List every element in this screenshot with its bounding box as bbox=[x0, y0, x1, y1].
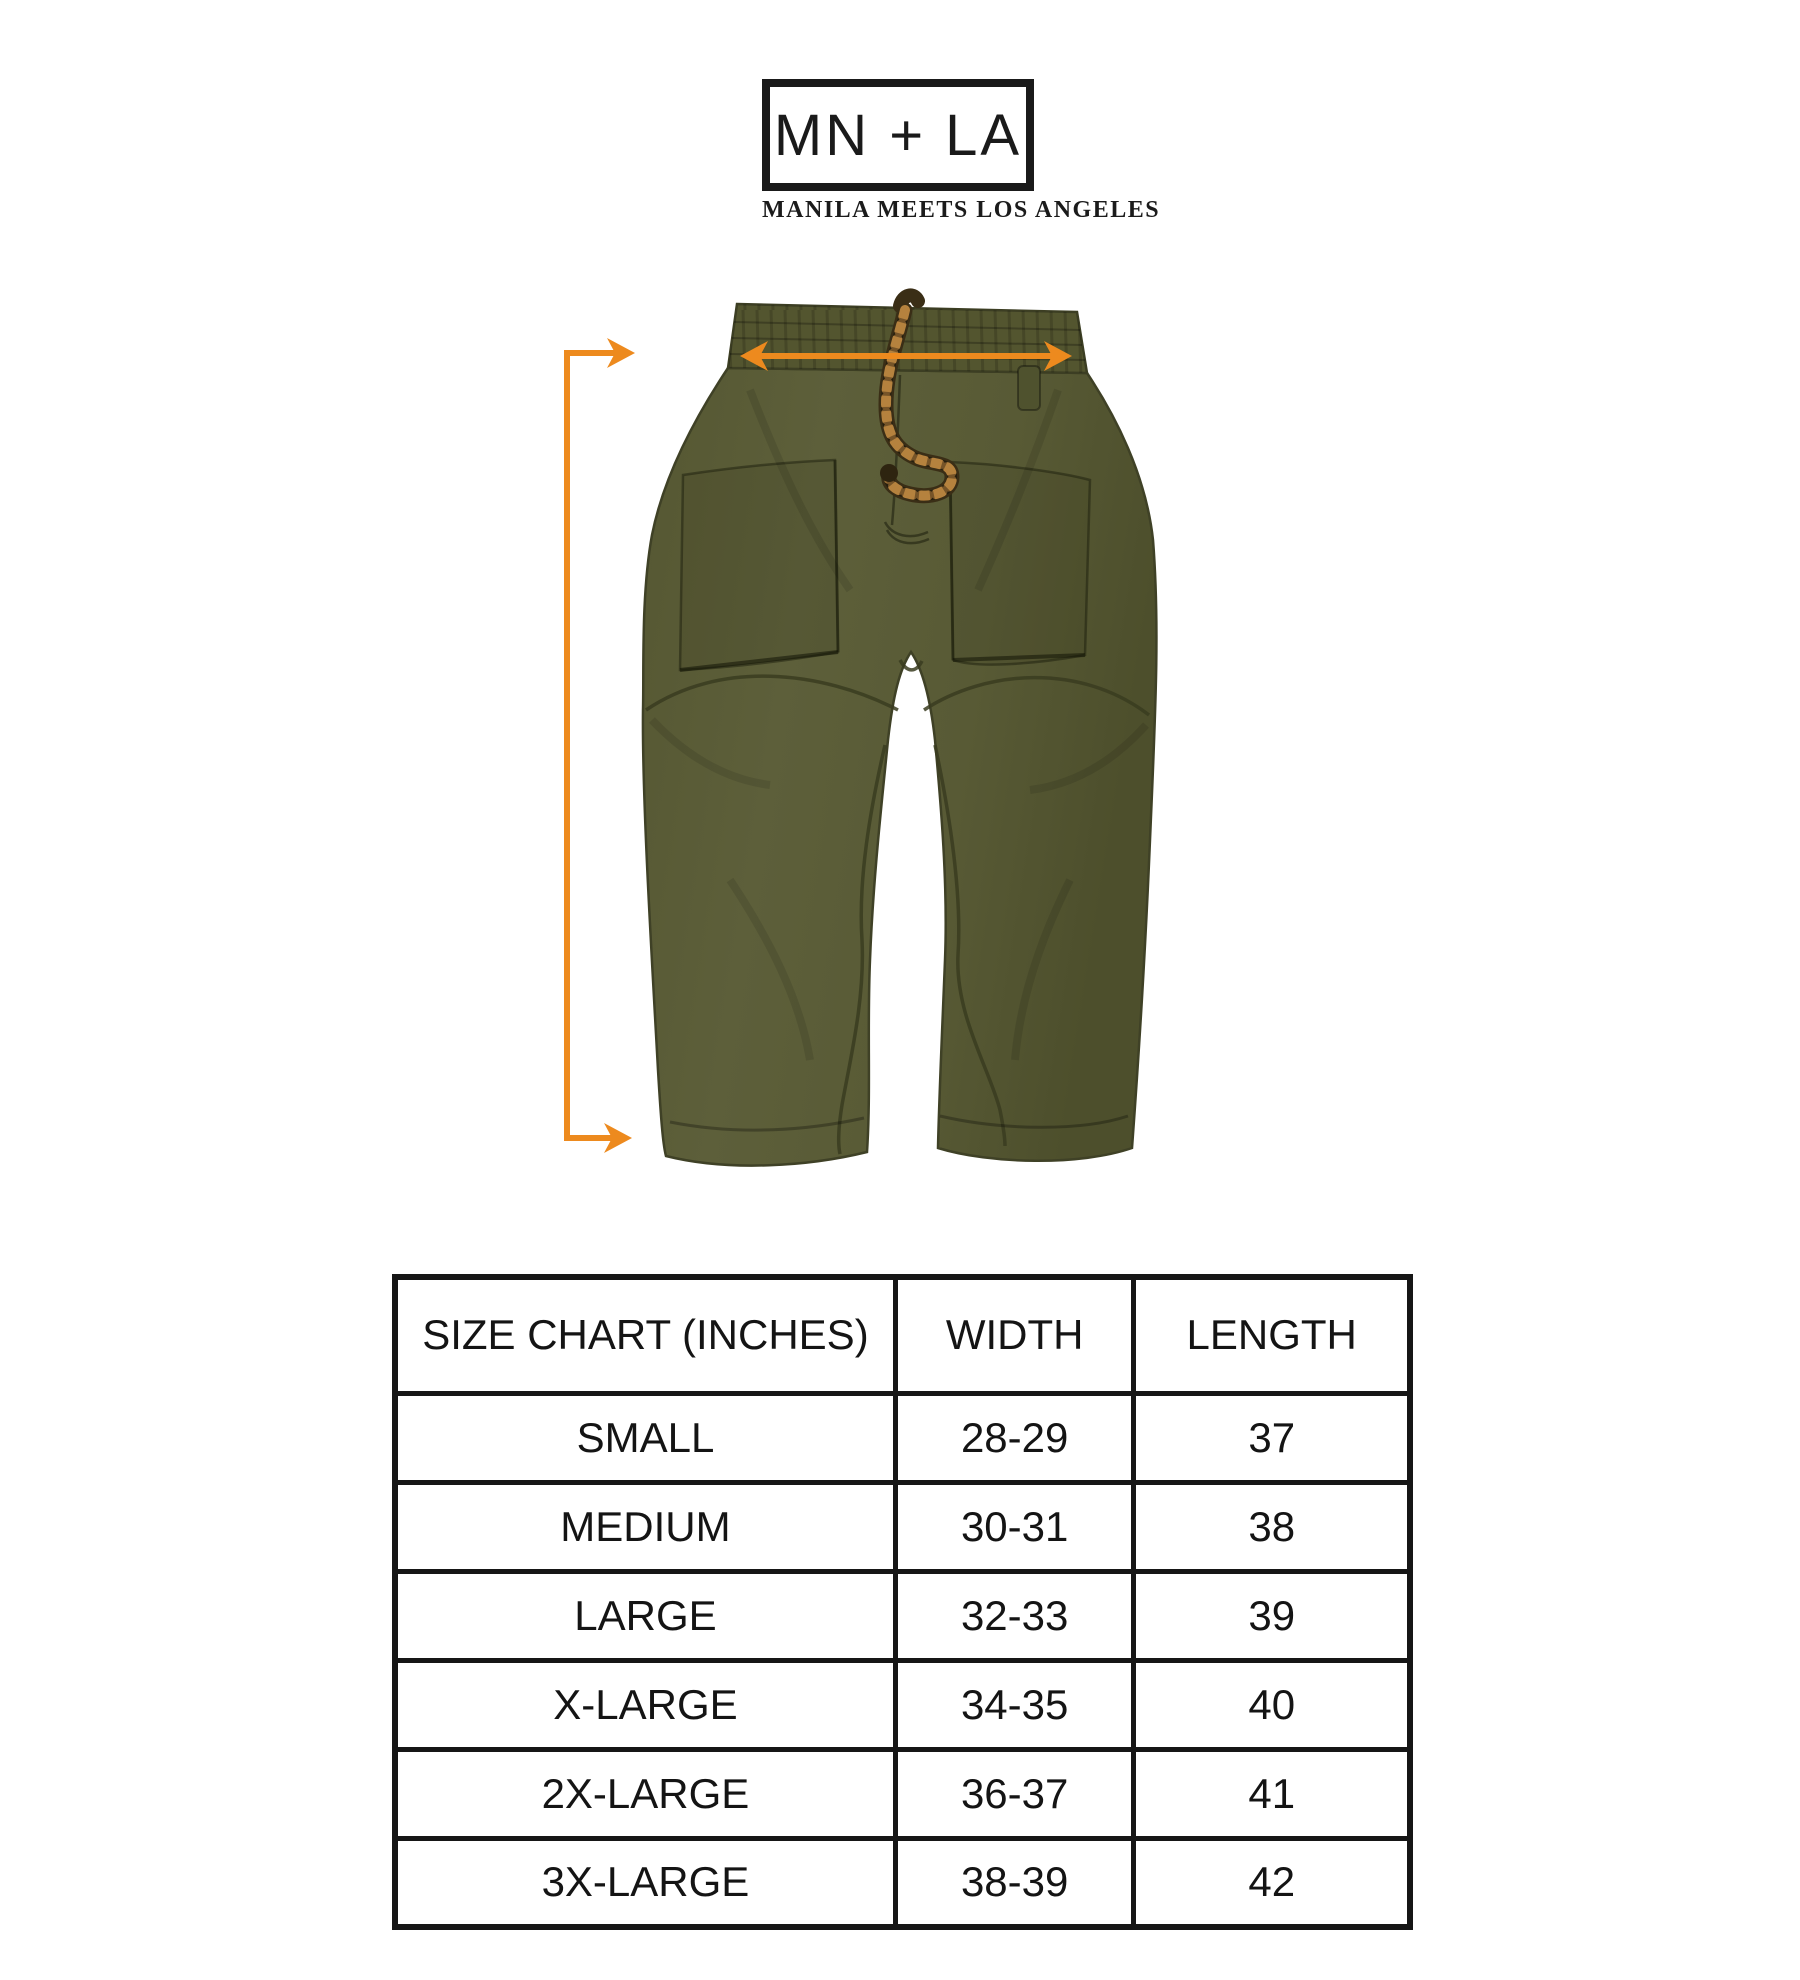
pants-body bbox=[641, 366, 1158, 1167]
length-value: 40 bbox=[1131, 1657, 1413, 1752]
table-row-large: LARGE 32-33 39 bbox=[392, 1568, 1413, 1663]
width-value: 32-33 bbox=[892, 1568, 1137, 1663]
size-label: X-LARGE bbox=[392, 1657, 898, 1752]
drawstring-knot bbox=[880, 464, 898, 482]
fabric-creases bbox=[649, 388, 1149, 1061]
brand-logo-box: MN + LA bbox=[762, 79, 1034, 191]
size-label: SMALL bbox=[392, 1390, 898, 1485]
size-label: 3X-LARGE bbox=[392, 1835, 898, 1930]
brand-tagline: MANILA MEETS LOS ANGELES bbox=[762, 197, 1161, 223]
belt-tab bbox=[1017, 365, 1041, 411]
table-row-3xlarge: 3X-LARGE 38-39 42 bbox=[392, 1835, 1413, 1930]
width-value: 30-31 bbox=[892, 1479, 1137, 1574]
table-row-small: SMALL 28-29 37 bbox=[392, 1390, 1413, 1485]
exposed-seams bbox=[645, 659, 1151, 1155]
width-arrow-icon bbox=[740, 341, 1072, 371]
size-label: 2X-LARGE bbox=[392, 1746, 898, 1841]
length-value: 39 bbox=[1131, 1568, 1413, 1663]
right-pocket bbox=[948, 460, 1092, 666]
width-value: 38-39 bbox=[892, 1835, 1137, 1930]
width-value: 28-29 bbox=[892, 1390, 1137, 1485]
brand-header: MN + LA MANILA MEETS LOS ANGELES bbox=[762, 79, 1161, 224]
table-row-xlarge: X-LARGE 34-35 40 bbox=[392, 1657, 1413, 1752]
size-chart-table: SIZE CHART (INCHES) WIDTH LENGTH SMALL 2… bbox=[392, 1274, 1413, 1930]
hem-stitching bbox=[669, 1114, 1129, 1132]
length-value: 38 bbox=[1131, 1479, 1413, 1574]
length-value: 41 bbox=[1131, 1746, 1413, 1841]
brand-logo-text: MN + LA bbox=[773, 102, 1023, 168]
header-width: WIDTH bbox=[892, 1274, 1137, 1396]
pants-product-image bbox=[564, 288, 1158, 1167]
left-pocket bbox=[678, 458, 840, 672]
table-row-medium: MEDIUM 30-31 38 bbox=[392, 1479, 1413, 1574]
size-label: LARGE bbox=[392, 1568, 898, 1663]
header-size-chart: SIZE CHART (INCHES) bbox=[392, 1274, 898, 1396]
header-length: LENGTH bbox=[1131, 1274, 1413, 1396]
drawstring bbox=[878, 288, 960, 504]
width-value: 34-35 bbox=[892, 1657, 1137, 1752]
size-label: MEDIUM bbox=[392, 1479, 898, 1574]
width-value: 36-37 bbox=[892, 1746, 1137, 1841]
length-arrow-icon bbox=[564, 338, 635, 1153]
length-value: 42 bbox=[1131, 1835, 1413, 1930]
table-header-row: SIZE CHART (INCHES) WIDTH LENGTH bbox=[392, 1274, 1413, 1396]
length-value: 37 bbox=[1131, 1390, 1413, 1485]
table-row-2xlarge: 2X-LARGE 36-37 41 bbox=[392, 1746, 1413, 1841]
